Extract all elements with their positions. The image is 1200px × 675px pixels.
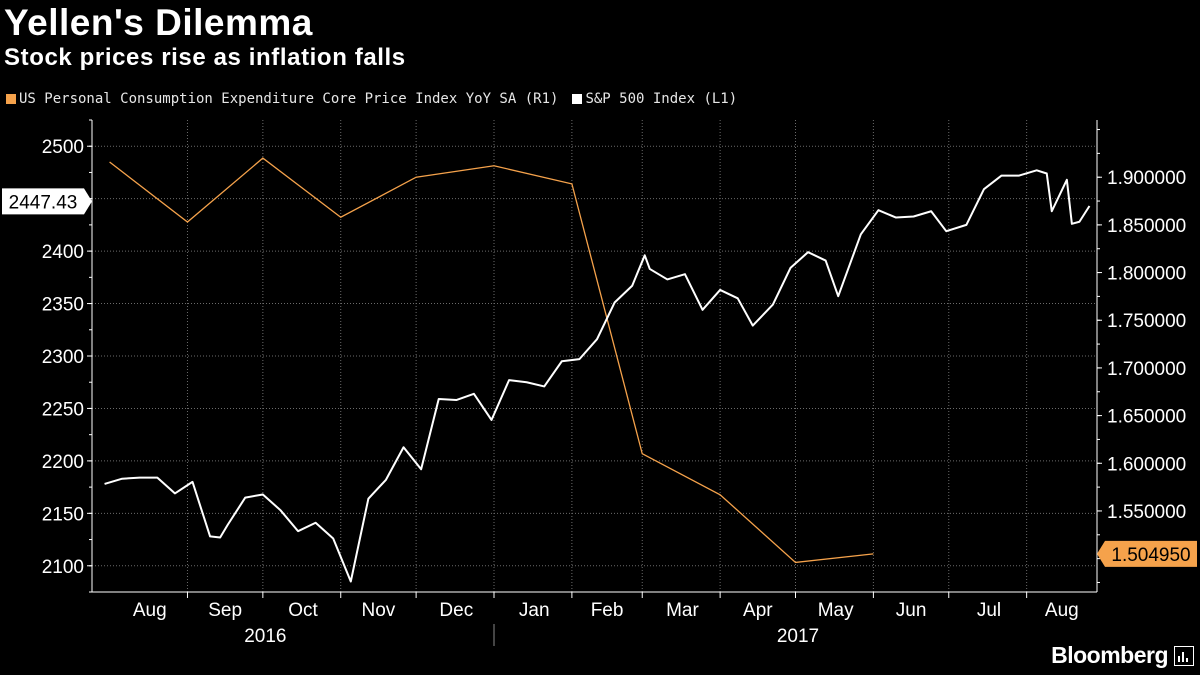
x-tick-label: Jan bbox=[519, 600, 550, 621]
year-label: 2017 bbox=[777, 626, 819, 647]
x-tick-label: Jun bbox=[896, 600, 927, 621]
spx-last-value-box bbox=[2, 188, 92, 215]
x-tick-label: Dec bbox=[439, 600, 473, 621]
spx-last-value-label: 2447.43 bbox=[9, 192, 78, 213]
x-tick-label: Jul bbox=[977, 600, 1001, 621]
left-tick-label: 2400 bbox=[42, 242, 84, 263]
x-tick-label: Mar bbox=[666, 600, 699, 621]
x-tick-label: Aug bbox=[1045, 600, 1079, 621]
left-tick-label: 2250 bbox=[42, 399, 84, 420]
x-tick-label: Oct bbox=[288, 600, 318, 621]
left-tick-label: 2150 bbox=[42, 504, 84, 525]
legend-label-pce: US Personal Consumption Expenditure Core… bbox=[19, 91, 559, 107]
legend: US Personal Consumption Expenditure Core… bbox=[6, 91, 737, 107]
spx-series-line bbox=[104, 169, 1091, 583]
legend-item-spx: S&P 500 Index (L1) bbox=[572, 91, 737, 107]
left-tick-label: 2200 bbox=[42, 452, 84, 473]
chart-title: Yellen's Dilemma bbox=[4, 2, 313, 43]
right-tick-label: 1.650000 bbox=[1107, 407, 1186, 428]
bloomberg-logo: Bloomberg bbox=[1051, 642, 1194, 669]
pce-series-line bbox=[109, 157, 874, 564]
legend-item-pce: US Personal Consumption Expenditure Core… bbox=[6, 91, 558, 107]
left-tick-label: 2500 bbox=[42, 137, 84, 158]
logo-text: Bloomberg bbox=[1051, 642, 1168, 668]
legend-swatch-spx bbox=[572, 94, 583, 104]
right-tick-label: 1.600000 bbox=[1107, 454, 1186, 475]
legend-label-spx: S&P 500 Index (L1) bbox=[585, 91, 738, 107]
right-tick-label: 1.550000 bbox=[1107, 502, 1186, 523]
bloomberg-terminal-icon bbox=[1174, 645, 1194, 666]
legend-swatch-pce bbox=[6, 94, 16, 104]
x-tick-label: May bbox=[818, 600, 854, 621]
right-tick-label: 1.850000 bbox=[1107, 216, 1186, 237]
x-tick-label: Feb bbox=[591, 600, 624, 621]
right-tick-label: 1.700000 bbox=[1107, 359, 1186, 380]
chart-subtitle: Stock prices rise as inflation falls bbox=[4, 44, 406, 71]
x-tick-label: Nov bbox=[362, 600, 396, 621]
x-tick-label: Sep bbox=[208, 600, 242, 621]
year-label: 2016 bbox=[244, 626, 286, 647]
right-tick-label: 1.800000 bbox=[1107, 264, 1186, 285]
left-tick-label: 2350 bbox=[42, 295, 84, 316]
x-tick-label: Aug bbox=[133, 600, 167, 621]
right-tick-label: 1.900000 bbox=[1107, 168, 1186, 189]
pce-last-value-box bbox=[1097, 540, 1197, 567]
x-tick-label: Apr bbox=[743, 600, 773, 621]
left-tick-label: 2300 bbox=[42, 347, 84, 368]
pce-last-value-label: 1.504950 bbox=[1111, 545, 1190, 566]
right-tick-label: 1.750000 bbox=[1107, 311, 1186, 332]
left-tick-label: 2100 bbox=[42, 557, 84, 578]
